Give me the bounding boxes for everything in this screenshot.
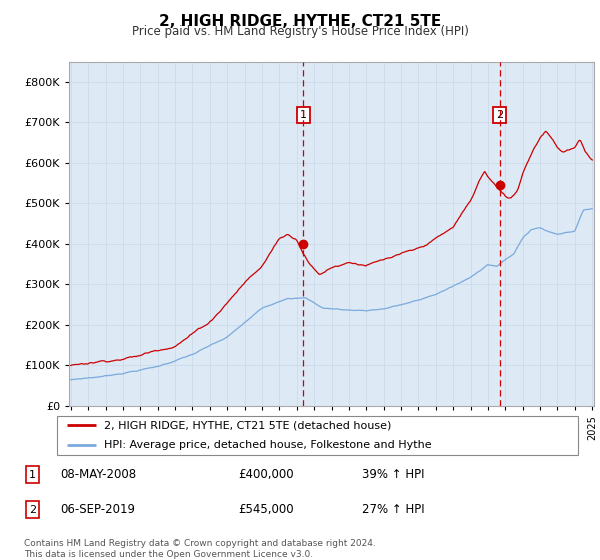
- Text: £545,000: £545,000: [238, 503, 294, 516]
- Text: Price paid vs. HM Land Registry's House Price Index (HPI): Price paid vs. HM Land Registry's House …: [131, 25, 469, 38]
- Text: 06-SEP-2019: 06-SEP-2019: [61, 503, 136, 516]
- Text: 39% ↑ HPI: 39% ↑ HPI: [362, 468, 425, 481]
- Text: 2, HIGH RIDGE, HYTHE, CT21 5TE (detached house): 2, HIGH RIDGE, HYTHE, CT21 5TE (detached…: [104, 421, 392, 430]
- Text: 1: 1: [29, 470, 36, 479]
- Text: HPI: Average price, detached house, Folkestone and Hythe: HPI: Average price, detached house, Folk…: [104, 441, 432, 450]
- Text: £400,000: £400,000: [238, 468, 294, 481]
- Text: 2: 2: [496, 110, 503, 120]
- Text: 1: 1: [299, 110, 307, 120]
- Text: 27% ↑ HPI: 27% ↑ HPI: [362, 503, 425, 516]
- Text: Contains HM Land Registry data © Crown copyright and database right 2024.
This d: Contains HM Land Registry data © Crown c…: [24, 539, 376, 559]
- Text: 2: 2: [29, 505, 36, 515]
- Text: 2, HIGH RIDGE, HYTHE, CT21 5TE: 2, HIGH RIDGE, HYTHE, CT21 5TE: [159, 14, 441, 29]
- FancyBboxPatch shape: [56, 416, 578, 455]
- Text: 08-MAY-2008: 08-MAY-2008: [61, 468, 137, 481]
